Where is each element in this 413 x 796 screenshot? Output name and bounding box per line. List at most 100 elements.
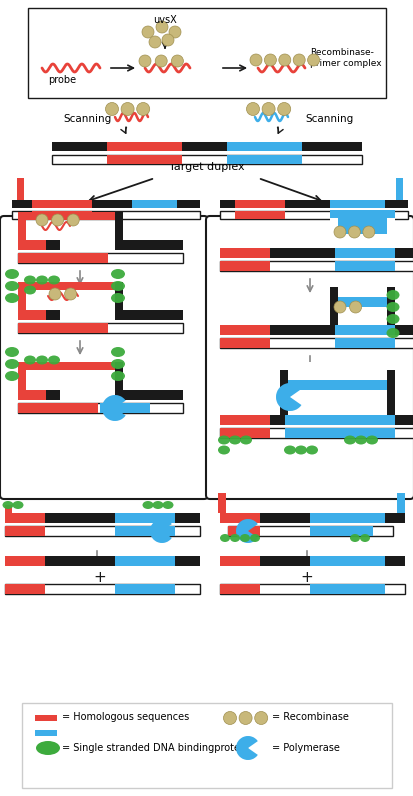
Text: Target duplex: Target duplex (169, 162, 245, 172)
Circle shape (64, 288, 76, 300)
Bar (115, 240, 183, 250)
Bar (18, 403, 183, 413)
Ellipse shape (240, 534, 250, 542)
Bar (218, 493, 226, 513)
Bar (18, 253, 108, 263)
Circle shape (142, 26, 154, 38)
Text: = Recombinase: = Recombinase (272, 712, 349, 722)
Bar (18, 362, 123, 370)
Bar (220, 211, 408, 219)
Circle shape (156, 21, 168, 33)
Ellipse shape (350, 534, 360, 542)
Bar (220, 584, 260, 594)
Bar (115, 282, 123, 290)
Circle shape (67, 214, 79, 226)
Bar (18, 282, 123, 290)
Ellipse shape (111, 281, 125, 291)
Bar (228, 526, 260, 536)
Bar (330, 218, 338, 248)
Text: Scanning: Scanning (306, 114, 354, 124)
Bar (115, 310, 183, 320)
Bar (35, 715, 57, 721)
Text: probe: probe (48, 75, 76, 85)
Circle shape (171, 55, 183, 67)
Bar (330, 218, 395, 226)
Bar (5, 526, 45, 536)
Bar (5, 505, 12, 513)
Bar (18, 390, 60, 400)
Bar (330, 200, 385, 208)
Ellipse shape (360, 534, 370, 542)
Ellipse shape (5, 281, 19, 291)
Bar (115, 282, 123, 310)
Bar (115, 362, 123, 390)
Text: = Single stranded DNA bindingprotein: = Single stranded DNA bindingprotein (62, 743, 249, 753)
Bar (18, 362, 26, 370)
Ellipse shape (5, 359, 19, 369)
Bar (18, 362, 26, 390)
Ellipse shape (220, 534, 230, 542)
Bar (32, 211, 92, 219)
Ellipse shape (142, 501, 154, 509)
Ellipse shape (5, 347, 19, 357)
Bar (17, 178, 24, 186)
Bar (12, 200, 200, 208)
Ellipse shape (295, 446, 307, 455)
Bar (288, 380, 387, 390)
Bar (330, 279, 395, 287)
Circle shape (139, 55, 151, 67)
Ellipse shape (152, 501, 164, 509)
Bar (387, 218, 395, 248)
Text: +: + (94, 571, 107, 586)
Circle shape (262, 103, 275, 115)
Ellipse shape (111, 269, 125, 279)
Bar (18, 403, 98, 413)
Circle shape (278, 103, 291, 115)
Circle shape (363, 226, 375, 238)
Ellipse shape (24, 356, 36, 365)
Bar (235, 211, 285, 219)
Ellipse shape (5, 269, 19, 279)
Bar (220, 261, 413, 271)
Ellipse shape (111, 347, 125, 357)
Bar (387, 287, 395, 325)
Ellipse shape (162, 501, 173, 509)
Bar (18, 240, 60, 250)
Ellipse shape (218, 446, 230, 455)
Bar (5, 556, 45, 566)
Bar (115, 556, 175, 566)
Ellipse shape (229, 435, 241, 444)
Circle shape (308, 54, 320, 66)
Ellipse shape (306, 446, 318, 455)
Bar (12, 211, 200, 219)
Ellipse shape (387, 302, 399, 312)
Bar (5, 526, 200, 536)
Circle shape (137, 103, 150, 115)
Bar (115, 362, 123, 370)
Bar (330, 287, 338, 325)
Bar (115, 212, 123, 220)
Ellipse shape (111, 371, 125, 381)
Bar (18, 253, 183, 263)
Bar (28, 8, 386, 98)
Ellipse shape (24, 275, 36, 284)
Text: = Polymerase: = Polymerase (272, 743, 340, 753)
Circle shape (349, 301, 362, 313)
Circle shape (247, 103, 259, 115)
Circle shape (162, 34, 174, 46)
Circle shape (49, 288, 61, 300)
Text: +: + (301, 571, 313, 586)
Ellipse shape (48, 356, 60, 365)
Bar (330, 210, 395, 218)
Bar (220, 556, 405, 566)
Bar (52, 155, 362, 164)
Bar (227, 155, 302, 164)
Ellipse shape (24, 286, 36, 295)
Bar (220, 248, 270, 258)
Bar (335, 261, 395, 271)
Bar (35, 730, 57, 736)
Wedge shape (150, 519, 172, 543)
Bar (52, 142, 362, 151)
Circle shape (255, 712, 268, 724)
Bar (5, 513, 45, 523)
